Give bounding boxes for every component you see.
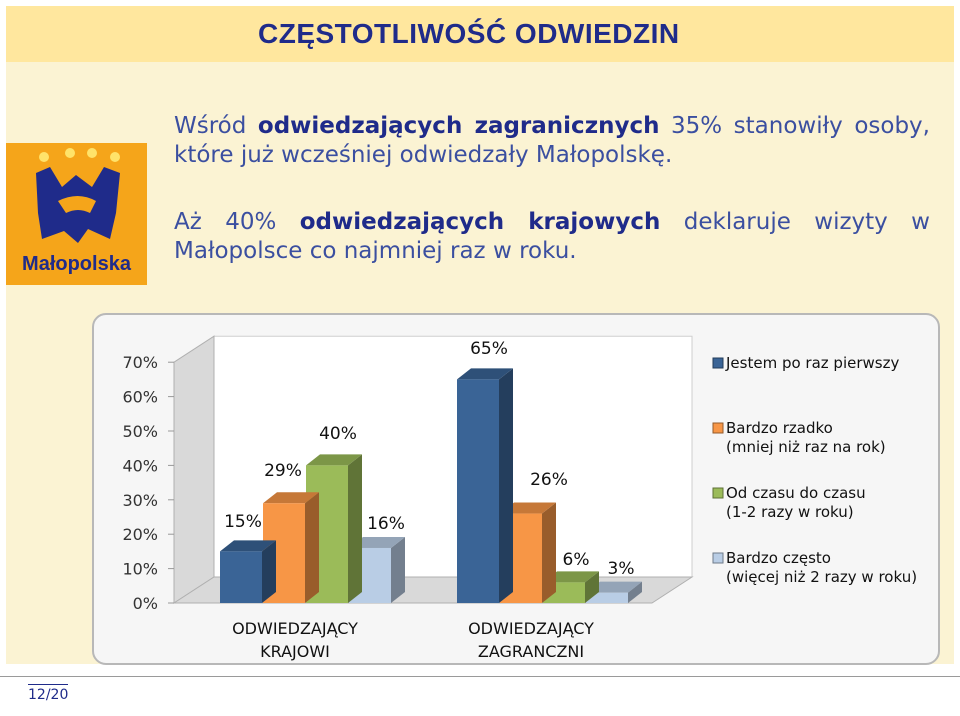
paragraph-text-run: Aż 40% bbox=[174, 209, 300, 235]
y-tick-label: 0% bbox=[133, 594, 158, 613]
legend-swatch bbox=[712, 357, 724, 369]
data-label: 65% bbox=[470, 339, 508, 359]
logo-emblem-icon bbox=[36, 148, 120, 243]
data-label: 16% bbox=[367, 514, 405, 534]
y-tick-label: 40% bbox=[122, 456, 158, 475]
paragraph-text-run: odwiedzających zagranicznych bbox=[257, 113, 660, 139]
bar-top bbox=[543, 571, 599, 583]
category-label: ODWIEDZAJĄCY bbox=[232, 619, 358, 638]
bar-side bbox=[391, 536, 405, 603]
data-label: 29% bbox=[264, 461, 302, 481]
legend-label: Bardzo rzadko bbox=[726, 419, 833, 437]
title-bar bbox=[6, 6, 954, 62]
paragraph-text-run: deklaruje wizyty w Małopolsce co najmnie… bbox=[174, 209, 930, 264]
paragraph-foreign-visitors: Wśród odwiedzających zagranicznych 35% s… bbox=[174, 112, 930, 170]
data-label: 6% bbox=[563, 550, 590, 570]
y-tick-label: 30% bbox=[122, 491, 158, 510]
bar bbox=[586, 592, 628, 603]
category-label: ODWIEDZAJĄCY bbox=[468, 619, 594, 638]
bar-side bbox=[585, 571, 599, 603]
legend-label: (więcej niż 2 razy w roku) bbox=[726, 568, 917, 586]
bar-top bbox=[220, 540, 276, 552]
legend-label: (1-2 razy w roku) bbox=[726, 503, 854, 521]
y-tick-label: 10% bbox=[122, 560, 158, 579]
paragraph-text-run: Wśród bbox=[174, 113, 258, 139]
legend-swatch bbox=[712, 487, 724, 499]
category-label: KRAJOWI bbox=[260, 642, 330, 661]
page-number: 12/20 bbox=[28, 684, 69, 703]
bar bbox=[220, 551, 262, 603]
slide-title: CZĘSTOTLIWOŚĆ ODWIEDZIN bbox=[258, 18, 680, 49]
logo-text: Małopolska bbox=[22, 253, 131, 275]
y-tick-label: 50% bbox=[122, 422, 158, 441]
bar-side bbox=[348, 454, 362, 603]
paragraph-domestic-visitors: Aż 40% odwiedzających krajowych deklaruj… bbox=[174, 208, 930, 266]
y-tick-label: 60% bbox=[122, 388, 158, 407]
bar-top bbox=[500, 502, 556, 514]
bar-top bbox=[263, 492, 319, 504]
bar-side bbox=[542, 502, 556, 603]
chart-side-wall bbox=[173, 335, 215, 604]
bar-side bbox=[499, 368, 513, 603]
bar-top bbox=[306, 454, 362, 466]
paragraph-text-run: odwiedzających krajowych bbox=[299, 209, 661, 235]
data-label: 15% bbox=[224, 512, 262, 532]
category-label: ZAGRANCZNI bbox=[478, 642, 584, 661]
bar-top bbox=[457, 368, 513, 380]
legend-label: Od czasu do czasu bbox=[726, 484, 866, 502]
bar-side bbox=[262, 540, 276, 603]
data-label: 26% bbox=[530, 470, 568, 490]
legend-label: Bardzo często bbox=[726, 549, 831, 567]
paragraph-text-run: 35% stanowiły osoby, które już wcześniej… bbox=[174, 113, 930, 168]
y-tick-label: 20% bbox=[122, 525, 158, 544]
data-label: 3% bbox=[608, 559, 635, 579]
legend-label: (mniej niż raz na rok) bbox=[726, 438, 886, 456]
bar-top bbox=[586, 581, 642, 593]
legend-swatch bbox=[712, 552, 724, 564]
data-label: 40% bbox=[319, 424, 357, 444]
bar-side bbox=[628, 581, 642, 603]
y-tick-label: 70% bbox=[122, 353, 158, 372]
legend-swatch bbox=[712, 422, 724, 434]
bar-top bbox=[349, 536, 405, 548]
footer-divider bbox=[0, 676, 960, 677]
bar bbox=[457, 379, 499, 603]
bar-side bbox=[305, 492, 319, 603]
malopolska-logo: Małopolska bbox=[6, 143, 147, 285]
legend-label: Jestem po raz pierwszy bbox=[725, 354, 899, 372]
